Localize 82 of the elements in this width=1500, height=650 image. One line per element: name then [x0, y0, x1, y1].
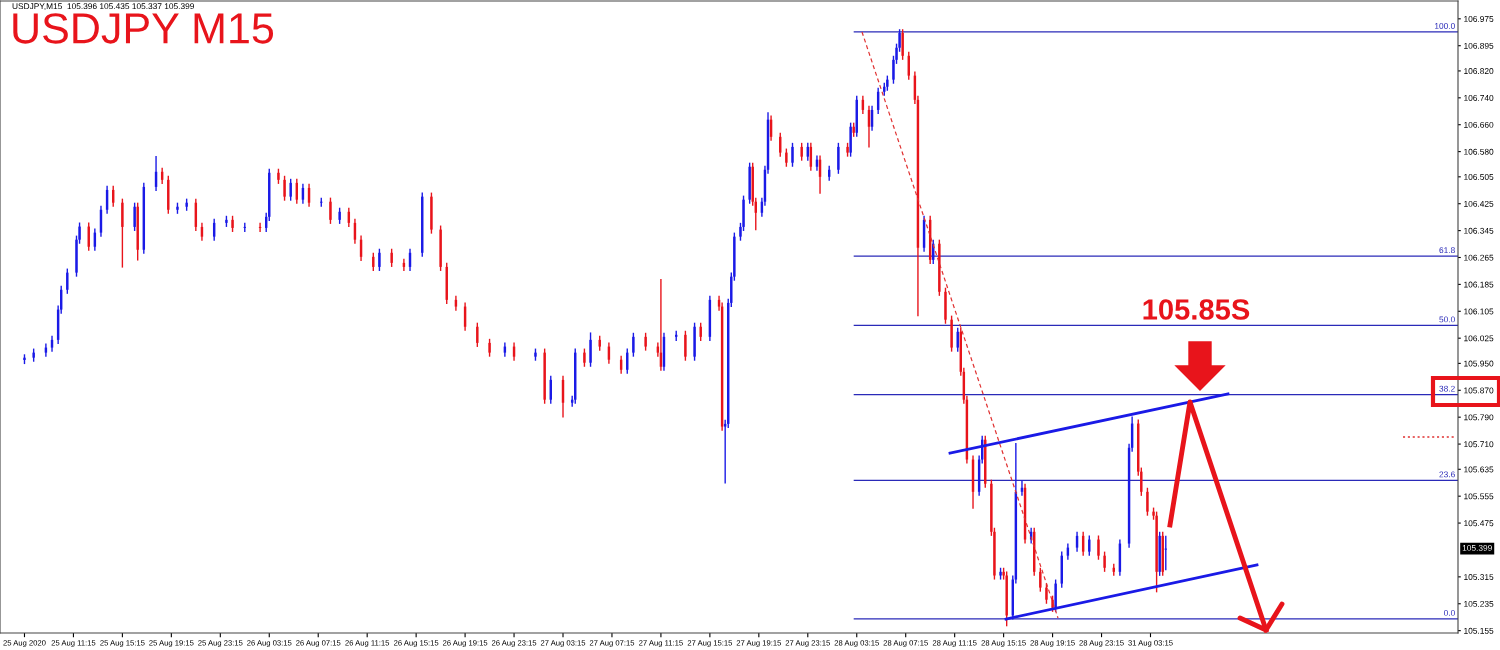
candlestick	[476, 322, 479, 347]
y-tick-label: 106.820	[1464, 68, 1494, 75]
candlestick	[1103, 551, 1106, 572]
y-tick-label: 105.235	[1464, 600, 1494, 607]
y-tick-label: 105.315	[1464, 574, 1494, 580]
annotation: 61.8	[1439, 247, 1455, 254]
y-tick-label: 105.555	[1464, 493, 1494, 500]
candlestick	[225, 215, 228, 227]
chart-subtitle: USDJPY,M15 105.396 105.435 105.337 105.399	[12, 3, 194, 11]
candlestick	[1088, 535, 1091, 556]
candlestick	[693, 322, 696, 361]
candlestick	[1097, 535, 1100, 560]
candlestick	[846, 142, 849, 157]
annotation: 105.85S	[1143, 299, 1250, 320]
candlestick	[121, 198, 124, 268]
y-tick-label: 106.025	[1464, 335, 1494, 342]
y-tick-label: 105.710	[1464, 441, 1494, 448]
candlestick	[583, 348, 586, 367]
candlestick	[231, 215, 234, 232]
candlestick	[338, 207, 341, 224]
chart-title: USDJPY M15	[13, 13, 274, 44]
y-tick-label: 105.475	[1464, 520, 1494, 527]
y-tick-label: 106.660	[1464, 121, 1494, 128]
candlestick	[543, 348, 546, 404]
y-tick-label: 106.345	[1464, 227, 1494, 234]
y-tick-label: 106.265	[1464, 254, 1494, 261]
y-tick-label: 105.155	[1464, 627, 1494, 634]
candlestick	[785, 148, 788, 167]
y-tick-label: 106.425	[1464, 200, 1494, 207]
candlestick	[944, 287, 947, 324]
y-tick-label: 105.950	[1464, 360, 1494, 367]
candlestick	[185, 198, 188, 211]
candlestick	[950, 315, 953, 352]
candlestick	[1146, 487, 1149, 516]
candlestick	[32, 348, 35, 362]
candlestick	[999, 567, 1002, 580]
candlestick	[1051, 595, 1054, 612]
annotation: 100.0	[1435, 22, 1455, 29]
candlestick	[956, 327, 959, 352]
candlestick	[66, 268, 69, 294]
candlestick	[644, 332, 647, 351]
candlestick	[430, 192, 433, 234]
annotation: 50.0	[1439, 316, 1455, 323]
candlestick	[176, 202, 179, 214]
candlestick	[534, 348, 537, 361]
candlestick	[23, 354, 26, 365]
candlestick	[133, 202, 136, 231]
y-tick-label: 105.870	[1464, 387, 1494, 394]
candlestick	[837, 142, 840, 174]
candlestick	[378, 248, 381, 271]
y-tick-label: 105.790	[1464, 414, 1494, 421]
candlestick	[329, 197, 332, 224]
candlestick	[390, 248, 393, 267]
candlestick	[283, 175, 286, 201]
candlestick	[849, 122, 852, 157]
candlestick	[800, 142, 803, 161]
y-tick-label: 106.105	[1464, 308, 1494, 315]
candlestick	[289, 178, 292, 201]
y-tick-label: 106.975	[1464, 16, 1494, 22]
candlestick	[1158, 531, 1161, 576]
candlestick	[901, 29, 904, 60]
text: 105.399	[1462, 544, 1492, 551]
annotation: 23.6	[1439, 471, 1455, 478]
candlestick	[1164, 535, 1168, 571]
annotation: 38.2	[1439, 385, 1455, 392]
candlestick	[1155, 511, 1158, 593]
annotation: 0.0	[1443, 609, 1455, 616]
y-tick-label: 105.635	[1464, 466, 1494, 473]
y-tick-label: 106.895	[1464, 42, 1494, 49]
candlestick	[684, 330, 687, 361]
candlestick	[748, 162, 751, 204]
candlestick	[791, 142, 794, 167]
y-tick-label: 106.580	[1464, 148, 1494, 155]
y-tick-label: 106.505	[1464, 174, 1494, 180]
candlestick	[632, 332, 635, 357]
candlestick	[488, 338, 491, 357]
candlestick	[258, 222, 262, 232]
candlestick	[277, 168, 280, 184]
y-tick-label: 106.185	[1464, 281, 1494, 288]
candlestick	[589, 332, 592, 367]
y-tick-label: 106.740	[1464, 95, 1494, 101]
candlestick	[439, 225, 442, 271]
